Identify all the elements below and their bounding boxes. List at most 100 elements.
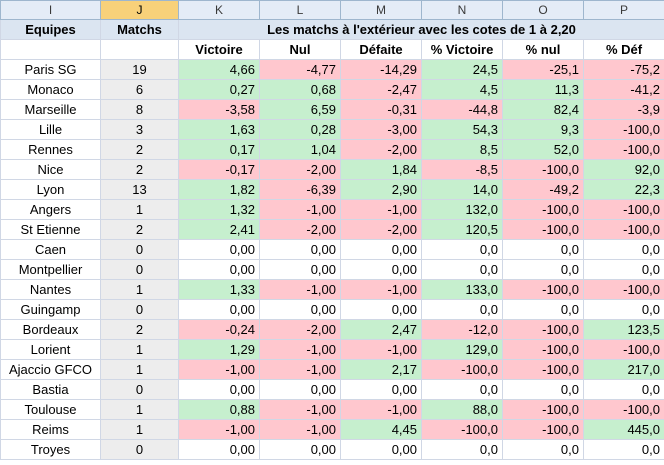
- value-cell[interactable]: -12,0: [421, 319, 503, 340]
- team-cell[interactable]: Rennes: [0, 139, 101, 160]
- column-header-i[interactable]: I: [0, 0, 101, 20]
- value-cell[interactable]: -1,00: [259, 279, 341, 300]
- value-cell[interactable]: 0,28: [259, 119, 341, 140]
- value-cell[interactable]: 2,47: [340, 319, 422, 340]
- value-cell[interactable]: 0,00: [340, 439, 422, 460]
- column-header-m[interactable]: M: [340, 0, 422, 20]
- matchs-cell[interactable]: 13: [100, 179, 179, 200]
- matchs-cell[interactable]: 3: [100, 119, 179, 140]
- value-cell[interactable]: -100,0: [583, 119, 664, 140]
- matchs-cell[interactable]: 6: [100, 79, 179, 100]
- value-cell[interactable]: 92,0: [583, 159, 664, 180]
- value-cell[interactable]: 0,0: [421, 239, 503, 260]
- value-cell[interactable]: 0,0: [502, 299, 584, 320]
- team-cell[interactable]: Marseille: [0, 99, 101, 120]
- matchs-cell[interactable]: 1: [100, 199, 179, 220]
- value-cell[interactable]: 1,32: [178, 199, 260, 220]
- value-cell[interactable]: 8,5: [421, 139, 503, 160]
- column-header-k[interactable]: K: [178, 0, 260, 20]
- team-cell[interactable]: Toulouse: [0, 399, 101, 420]
- value-cell[interactable]: -75,2: [583, 59, 664, 80]
- value-cell[interactable]: 0,00: [178, 239, 260, 260]
- matchs-cell[interactable]: 1: [100, 279, 179, 300]
- team-cell[interactable]: Nice: [0, 159, 101, 180]
- value-cell[interactable]: -4,77: [259, 59, 341, 80]
- subheader-1[interactable]: Nul: [259, 39, 341, 60]
- value-cell[interactable]: -100,0: [583, 399, 664, 420]
- matchs-cell[interactable]: 2: [100, 219, 179, 240]
- value-cell[interactable]: -100,0: [502, 419, 584, 440]
- value-cell[interactable]: 1,63: [178, 119, 260, 140]
- value-cell[interactable]: 0,0: [421, 439, 503, 460]
- value-cell[interactable]: -0,31: [340, 99, 422, 120]
- header-equipes[interactable]: Equipes: [0, 19, 101, 40]
- team-cell[interactable]: Bordeaux: [0, 319, 101, 340]
- value-cell[interactable]: -100,0: [502, 159, 584, 180]
- value-cell[interactable]: -49,2: [502, 179, 584, 200]
- value-cell[interactable]: 0,0: [583, 379, 664, 400]
- matchs-cell[interactable]: 1: [100, 339, 179, 360]
- value-cell[interactable]: 4,66: [178, 59, 260, 80]
- value-cell[interactable]: -1,00: [340, 279, 422, 300]
- value-cell[interactable]: 0,00: [259, 259, 341, 280]
- value-cell[interactable]: -100,0: [583, 139, 664, 160]
- team-cell[interactable]: Montpellier: [0, 259, 101, 280]
- subheader-blank-1[interactable]: [0, 39, 101, 60]
- value-cell[interactable]: 1,84: [340, 159, 422, 180]
- value-cell[interactable]: 217,0: [583, 359, 664, 380]
- value-cell[interactable]: 0,00: [178, 439, 260, 460]
- value-cell[interactable]: -2,00: [259, 159, 341, 180]
- value-cell[interactable]: -14,29: [340, 59, 422, 80]
- subheader-blank-2[interactable]: [100, 39, 179, 60]
- value-cell[interactable]: 1,33: [178, 279, 260, 300]
- value-cell[interactable]: 0,0: [502, 379, 584, 400]
- value-cell[interactable]: -1,00: [340, 339, 422, 360]
- value-cell[interactable]: -100,0: [502, 319, 584, 340]
- value-cell[interactable]: 11,3: [502, 79, 584, 100]
- value-cell[interactable]: 0,00: [259, 299, 341, 320]
- value-cell[interactable]: 129,0: [421, 339, 503, 360]
- subheader-2[interactable]: Défaite: [340, 39, 422, 60]
- team-cell[interactable]: Guingamp: [0, 299, 101, 320]
- matchs-cell[interactable]: 19: [100, 59, 179, 80]
- value-cell[interactable]: 0,0: [421, 299, 503, 320]
- value-cell[interactable]: 52,0: [502, 139, 584, 160]
- value-cell[interactable]: -1,00: [340, 399, 422, 420]
- value-cell[interactable]: -100,0: [583, 339, 664, 360]
- value-cell[interactable]: -8,5: [421, 159, 503, 180]
- team-cell[interactable]: Lille: [0, 119, 101, 140]
- matchs-cell[interactable]: 8: [100, 99, 179, 120]
- value-cell[interactable]: -100,0: [502, 219, 584, 240]
- value-cell[interactable]: -100,0: [421, 359, 503, 380]
- value-cell[interactable]: -41,2: [583, 79, 664, 100]
- value-cell[interactable]: -1,00: [178, 359, 260, 380]
- value-cell[interactable]: -3,58: [178, 99, 260, 120]
- value-cell[interactable]: -100,0: [502, 399, 584, 420]
- value-cell[interactable]: -100,0: [583, 199, 664, 220]
- value-cell[interactable]: 24,5: [421, 59, 503, 80]
- value-cell[interactable]: 0,0: [583, 239, 664, 260]
- matchs-cell[interactable]: 2: [100, 159, 179, 180]
- team-cell[interactable]: Reims: [0, 419, 101, 440]
- subheader-0[interactable]: Victoire: [178, 39, 260, 60]
- value-cell[interactable]: 88,0: [421, 399, 503, 420]
- team-cell[interactable]: Lorient: [0, 339, 101, 360]
- value-cell[interactable]: 0,27: [178, 79, 260, 100]
- team-cell[interactable]: Paris SG: [0, 59, 101, 80]
- value-cell[interactable]: 0,88: [178, 399, 260, 420]
- value-cell[interactable]: 133,0: [421, 279, 503, 300]
- value-cell[interactable]: 4,45: [340, 419, 422, 440]
- value-cell[interactable]: 4,5: [421, 79, 503, 100]
- matchs-cell[interactable]: 0: [100, 239, 179, 260]
- team-cell[interactable]: St Etienne: [0, 219, 101, 240]
- matchs-cell[interactable]: 0: [100, 299, 179, 320]
- value-cell[interactable]: -25,1: [502, 59, 584, 80]
- value-cell[interactable]: -2,00: [340, 139, 422, 160]
- value-cell[interactable]: 0,0: [583, 259, 664, 280]
- value-cell[interactable]: 120,5: [421, 219, 503, 240]
- value-cell[interactable]: -0,24: [178, 319, 260, 340]
- value-cell[interactable]: 2,90: [340, 179, 422, 200]
- value-cell[interactable]: -100,0: [583, 279, 664, 300]
- subheader-3[interactable]: % Victoire: [421, 39, 503, 60]
- value-cell[interactable]: -1,00: [340, 199, 422, 220]
